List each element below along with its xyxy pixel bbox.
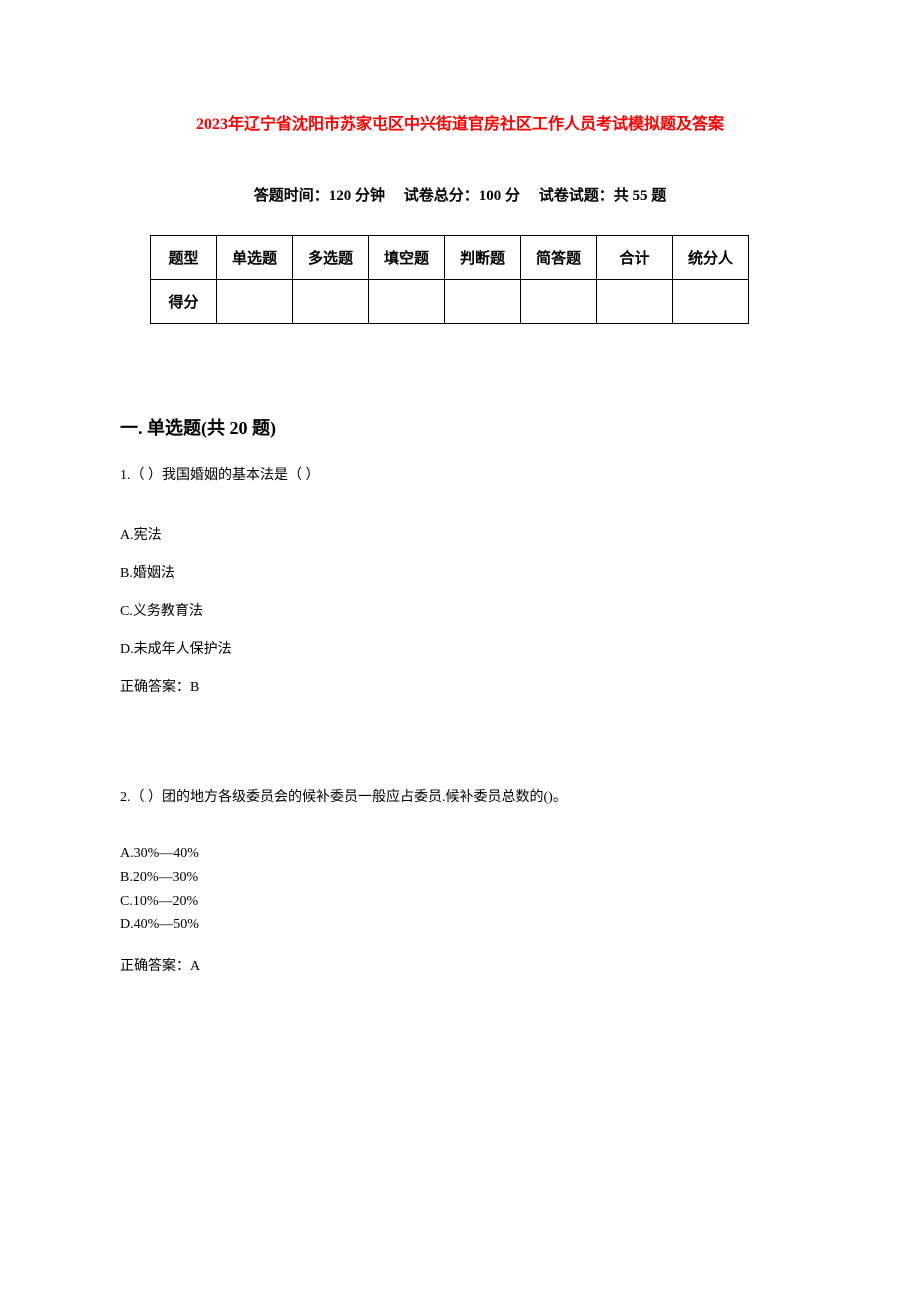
table-header-cell: 简答题 xyxy=(521,236,597,280)
table-header-cell: 题型 xyxy=(151,236,217,280)
table-header-cell: 合计 xyxy=(597,236,673,280)
time-value: 120 分钟 xyxy=(329,188,385,204)
table-cell xyxy=(597,280,673,324)
question-2-answer: 正确答案：A xyxy=(120,955,800,975)
table-header-cell: 判断题 xyxy=(445,236,521,280)
table-row: 得分 xyxy=(151,280,749,324)
question-1-answer: 正确答案：B xyxy=(120,676,800,696)
count-label: 试卷试题： xyxy=(539,188,614,204)
count-value: 共 55 题 xyxy=(614,188,667,204)
table-cell xyxy=(445,280,521,324)
table-header-cell: 单选题 xyxy=(217,236,293,280)
section-title: 一. 单选题(共 20 题) xyxy=(120,414,800,440)
question-2-text: 2.（ ）团的地方各级委员会的候补委员一般应占委员.候补委员总数的()。 xyxy=(120,786,800,806)
table-cell xyxy=(293,280,369,324)
question-2-option-b: B.20%—30% xyxy=(120,866,800,890)
question-1-option-b: B.婚姻法 xyxy=(120,562,800,582)
exam-info: 答题时间：120 分钟 试卷总分：100 分 试卷试题：共 55 题 xyxy=(120,184,800,205)
table-cell xyxy=(521,280,597,324)
question-2-option-c: C.10%—20% xyxy=(120,890,800,914)
question-2-option-d: D.40%—50% xyxy=(120,913,800,937)
table-cell xyxy=(217,280,293,324)
total-label: 试卷总分： xyxy=(404,188,479,204)
table-cell: 得分 xyxy=(151,280,217,324)
question-1-option-c: C.义务教育法 xyxy=(120,600,800,620)
time-label: 答题时间： xyxy=(254,188,329,204)
question-2-option-a: A.30%—40% xyxy=(120,842,800,866)
table-header-cell: 多选题 xyxy=(293,236,369,280)
table-header-cell: 填空题 xyxy=(369,236,445,280)
table-header-row: 题型 单选题 多选题 填空题 判断题 简答题 合计 统分人 xyxy=(151,236,749,280)
question-1-option-a: A.宪法 xyxy=(120,524,800,544)
exam-title: 2023年辽宁省沈阳市苏家屯区中兴街道官房社区工作人员考试模拟题及答案 xyxy=(120,110,800,134)
table-header-cell: 统分人 xyxy=(673,236,749,280)
score-table: 题型 单选题 多选题 填空题 判断题 简答题 合计 统分人 得分 xyxy=(150,235,749,324)
total-value: 100 分 xyxy=(479,188,520,204)
table-cell xyxy=(673,280,749,324)
question-1-option-d: D.未成年人保护法 xyxy=(120,638,800,658)
table-cell xyxy=(369,280,445,324)
question-1-text: 1.（ ）我国婚姻的基本法是（ ） xyxy=(120,464,800,484)
